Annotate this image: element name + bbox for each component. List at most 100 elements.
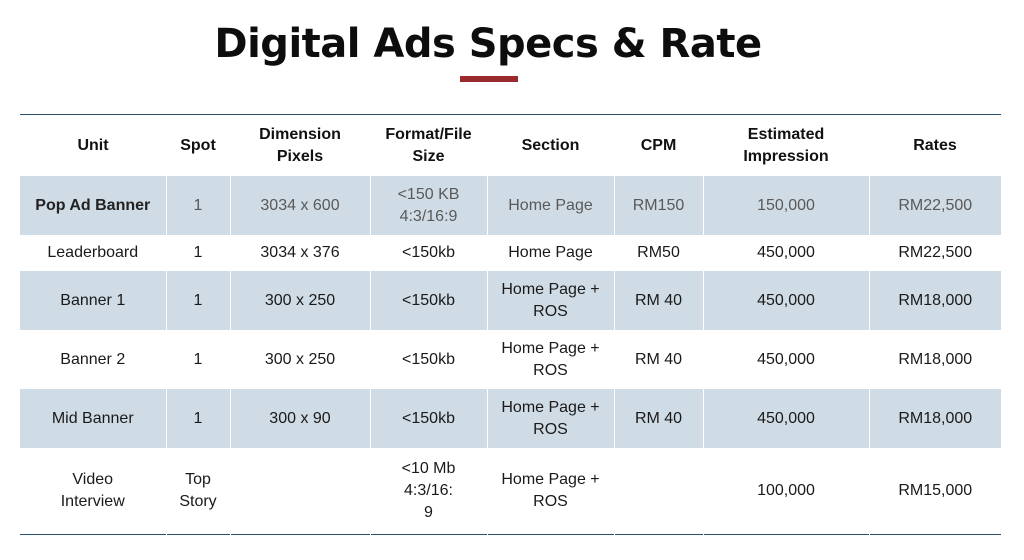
cell-rates-line: RM15,000 xyxy=(898,482,973,499)
cell-section: Home Page + ROS xyxy=(486,389,614,448)
cell-dimension xyxy=(229,448,370,535)
cell-spot-line: 1 xyxy=(193,291,203,309)
cell-spot-line: 1 xyxy=(193,409,203,427)
header-format: Format/File Size xyxy=(370,114,487,176)
cell-unit-line: Leaderboard xyxy=(47,244,139,261)
header-section: Section xyxy=(487,114,614,176)
header-spot: Spot xyxy=(166,114,230,176)
cell-section-line: ROS xyxy=(533,302,568,320)
cell-spot: 1 xyxy=(165,330,230,389)
cell-format-line: <150kb xyxy=(402,244,455,261)
cell-cpm-line: RM50 xyxy=(637,244,680,261)
cell-spot: 1 xyxy=(165,271,230,330)
cell-format-line: 4:3/16:9 xyxy=(399,207,458,225)
cell-dimension: 300 x 250 xyxy=(229,330,370,389)
cell-rates-line: RM18,000 xyxy=(898,291,973,309)
header-unit: Unit xyxy=(20,114,166,176)
cell-dimension-line: 3034 x 600 xyxy=(260,196,340,214)
cell-spot: 1 xyxy=(165,389,230,448)
cell-section-line: Home Page xyxy=(508,244,593,261)
cell-unit: Banner 1 xyxy=(20,271,166,330)
cell-section: Home Page + ROS xyxy=(486,271,614,330)
cell-cpm-line: RM150 xyxy=(632,196,685,214)
cell-cpm: RM 40 xyxy=(613,330,703,389)
cell-format-line: <150kb xyxy=(402,291,455,309)
cell-cpm-line: RM 40 xyxy=(634,350,683,368)
page-title: Digital Ads Specs & Rate xyxy=(214,21,762,67)
cell-spot: 1 xyxy=(165,176,230,235)
cell-rates-line: RM18,000 xyxy=(898,409,973,427)
cell-section-line: ROS xyxy=(533,493,568,510)
cell-format-line: 9 xyxy=(424,504,433,521)
cell-impression-line: 450,000 xyxy=(757,409,815,427)
cell-impression: 450,000 xyxy=(702,235,869,271)
cell-section: Home Page xyxy=(486,235,614,271)
cell-spot-line: Top xyxy=(185,471,211,488)
table-row: Mid Banner 1 300 x 90 <150kb Home Page + ROS R… xyxy=(20,389,1001,448)
cell-section-line: ROS xyxy=(533,420,568,438)
cell-unit: Mid Banner xyxy=(20,389,166,448)
cell-impression: 450,000 xyxy=(702,330,869,389)
header-cpm: CPM xyxy=(614,114,703,176)
cell-rates-line: RM18,000 xyxy=(898,350,973,368)
cell-spot-line: 1 xyxy=(193,350,203,368)
cell-impression: 450,000 xyxy=(702,389,869,448)
cell-rates: RM15,000 xyxy=(868,448,1001,535)
cell-format: <150kb xyxy=(369,271,487,330)
cell-section-line: Home Page + xyxy=(501,339,600,357)
cell-rates-line: RM22,500 xyxy=(898,244,973,261)
cell-rates: RM18,000 xyxy=(868,389,1001,448)
cell-unit: Video Interview xyxy=(20,448,166,535)
cell-unit: Banner 2 xyxy=(20,330,166,389)
cell-cpm: RM 40 xyxy=(613,271,703,330)
cell-cpm: RM150 xyxy=(613,176,703,235)
table-row: Banner 2 1 300 x 250 <150kb Home Page + ROS RM… xyxy=(20,330,1001,389)
cell-unit-line: Interview xyxy=(60,493,125,510)
cell-format-line: <150 KB xyxy=(397,185,460,203)
cell-section: Home Page + ROS xyxy=(486,330,614,389)
cell-cpm: RM50 xyxy=(613,235,703,271)
cell-spot: 1 xyxy=(165,235,230,271)
table-row: Pop Ad Banner 1 3034 x 600 <150 KB 4:3/16:9 H… xyxy=(20,176,1001,235)
cell-format-line: <10 Mb xyxy=(401,460,456,477)
cell-cpm xyxy=(613,448,703,535)
cell-dimension-line: 300 x 250 xyxy=(264,350,336,368)
cell-impression: 150,000 xyxy=(702,176,869,235)
cell-cpm-line: RM 40 xyxy=(634,409,683,427)
cell-section-line: Home Page + xyxy=(501,471,600,488)
cell-format: <150kb xyxy=(369,235,487,271)
cell-rates: RM22,500 xyxy=(868,235,1001,271)
header-impression: Estimated Impression xyxy=(703,114,869,176)
cell-impression: 100,000 xyxy=(702,448,869,535)
cell-unit: Leaderboard xyxy=(20,235,166,271)
table-row: Leaderboard 1 3034 x 376 <150kb Home Page RM5… xyxy=(20,235,1001,271)
title-underline-accent xyxy=(460,76,518,82)
cell-unit-line: Banner 2 xyxy=(60,350,126,368)
cell-rates: RM22,500 xyxy=(868,176,1001,235)
cell-rates: RM18,000 xyxy=(868,330,1001,389)
cell-cpm: RM 40 xyxy=(613,389,703,448)
cell-impression-line: 450,000 xyxy=(757,244,815,261)
cell-format: <150kb xyxy=(369,389,487,448)
cell-section-line: Home Page xyxy=(508,196,593,214)
cell-spot-line: Story xyxy=(179,493,217,510)
header-dimension: Dimension Pixels xyxy=(230,114,370,176)
cell-format: <10 Mb 4:3/16: 9 xyxy=(369,448,487,535)
header-rates: Rates xyxy=(869,114,1001,176)
cell-format-line: <150kb xyxy=(402,409,455,427)
cell-section-line: Home Page + xyxy=(501,280,600,298)
cell-format-line: 4:3/16: xyxy=(404,482,453,499)
table-row: Banner 1 1 300 x 250 <150kb Home Page + ROS RM… xyxy=(20,271,1001,330)
table-row: Video Interview Top Story <10 Mb 4:3/16: 9 Home… xyxy=(20,448,1001,535)
cell-impression: 450,000 xyxy=(702,271,869,330)
cell-impression-line: 450,000 xyxy=(757,350,815,368)
cell-impression-line: 450,000 xyxy=(757,291,815,309)
table-header-row: Unit Spot Dimension Pixels Format/File Siz… xyxy=(20,114,1001,176)
cell-section: Home Page + ROS xyxy=(486,448,614,535)
cell-dimension-line: 300 x 250 xyxy=(264,291,336,309)
cell-impression-line: 100,000 xyxy=(757,482,815,499)
cell-section-line: ROS xyxy=(533,361,568,379)
cell-rates: RM18,000 xyxy=(868,271,1001,330)
cell-dimension: 3034 x 376 xyxy=(229,235,370,271)
cell-unit-line: Pop Ad Banner xyxy=(35,196,151,214)
